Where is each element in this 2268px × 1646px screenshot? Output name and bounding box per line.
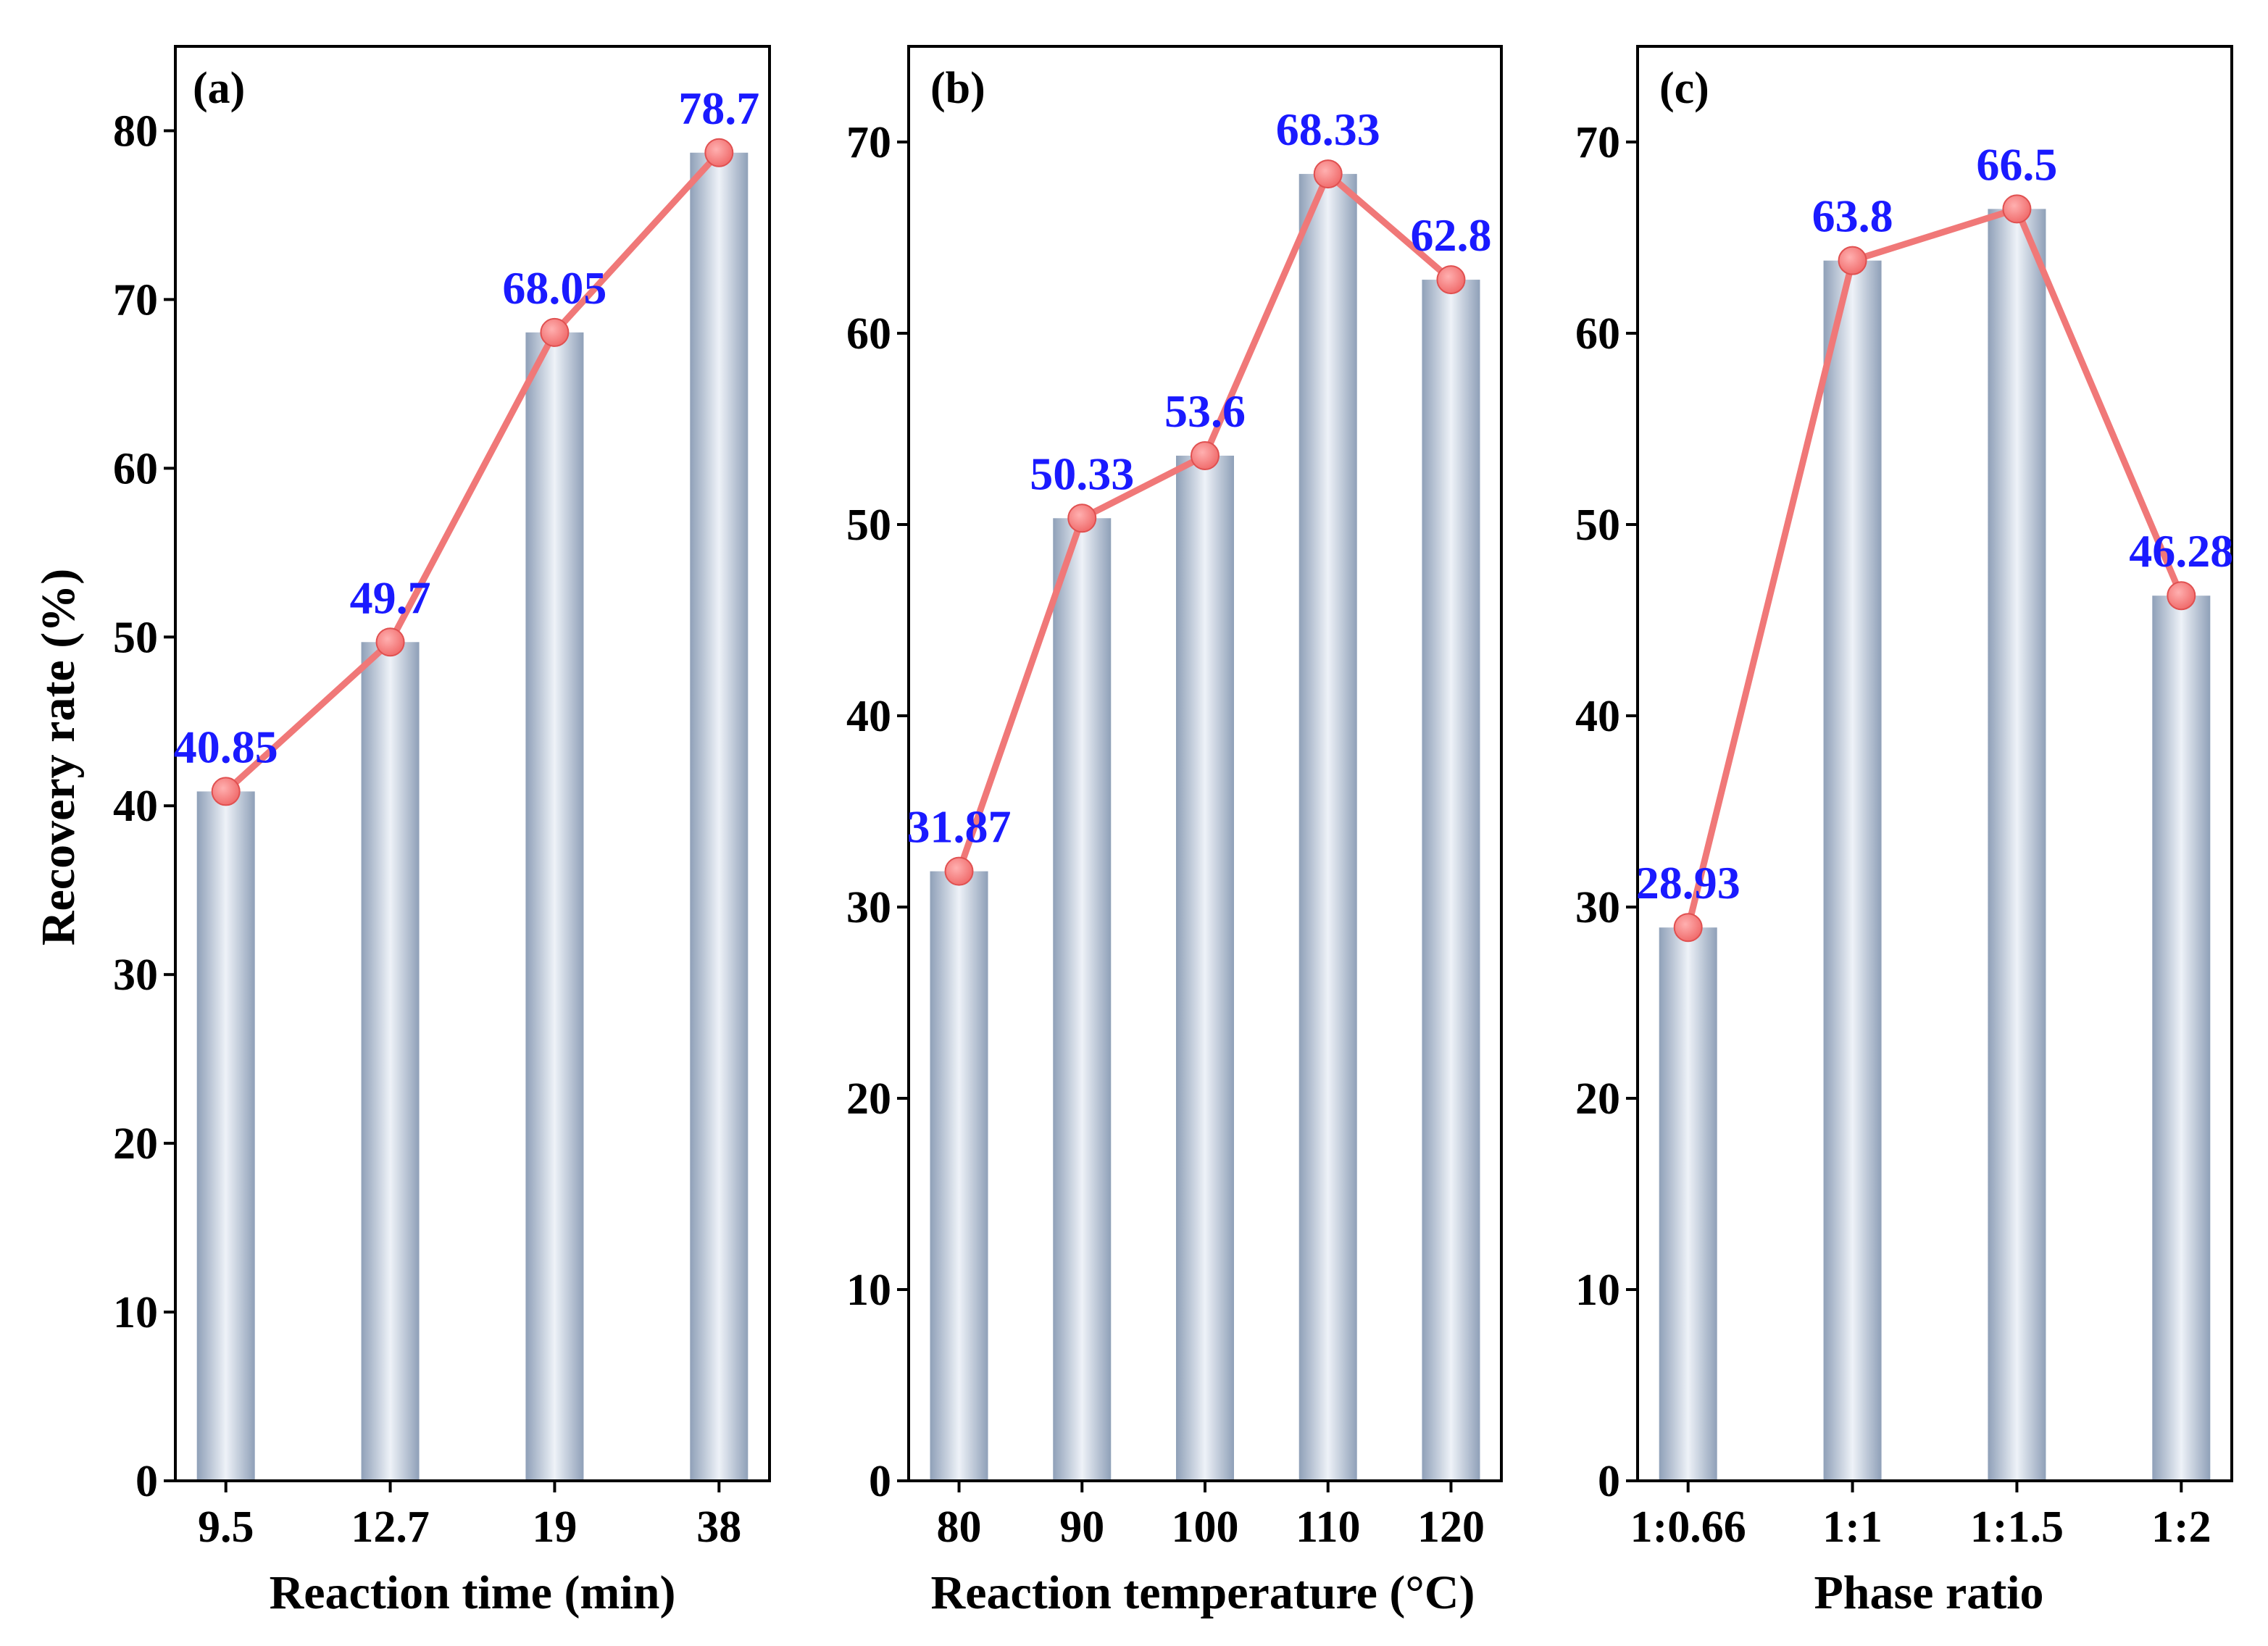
data-label: 46.28	[2129, 525, 2233, 577]
panel-c-label: (c)	[1659, 64, 1709, 113]
bar	[361, 642, 420, 1481]
x-tick-label: 1:0.66	[1630, 1503, 1746, 1552]
y-tick-label: 70	[1575, 118, 1620, 167]
series-line	[222, 149, 722, 795]
bar	[1988, 209, 2046, 1481]
bar	[1176, 455, 1234, 1482]
data-label: 68.33	[1276, 104, 1380, 155]
data-point	[2167, 581, 2196, 611]
data-label: 50.33	[1030, 448, 1134, 499]
data-point	[1436, 265, 1466, 295]
data-point	[1673, 913, 1703, 943]
data-point	[944, 856, 974, 886]
panel-a: (a) Reaction time (min) 0 10 20 30 40 50 60 70 8…	[113, 45, 771, 1619]
x-tick-label: 80	[937, 1503, 982, 1552]
data-point	[211, 777, 241, 806]
y-tick-label: 30	[1575, 883, 1620, 932]
data-label: 78.7	[678, 83, 759, 134]
panel-b-label: (b)	[930, 64, 985, 113]
x-tick-label: 38	[696, 1503, 741, 1552]
y-tick-label: 70	[846, 118, 891, 167]
data-point	[2002, 194, 2032, 224]
x-tick-label: 100	[1172, 1503, 1239, 1552]
y-tick-label: 40	[1575, 692, 1620, 741]
data-point	[704, 138, 734, 167]
y-tick-label: 0	[136, 1457, 158, 1506]
panel-a-label: (a)	[193, 64, 245, 113]
data-point	[1313, 159, 1343, 189]
bar	[690, 152, 749, 1482]
x-tick-label: 1:2	[2151, 1503, 2211, 1552]
bar	[525, 332, 584, 1481]
data-point	[375, 627, 405, 657]
bar	[930, 871, 988, 1481]
data-point	[1191, 440, 1220, 470]
y-axis-title: Recovery rate (%)	[32, 569, 85, 945]
x-tick-label: 12.7	[351, 1503, 430, 1552]
y-tick-label: 20	[113, 1119, 158, 1169]
data-label: 31.87	[907, 801, 1012, 853]
data-point	[540, 317, 570, 347]
panel-c-x-axis-title: Phase ratio	[1814, 1566, 2043, 1619]
data-label: 63.8	[1812, 191, 1893, 242]
x-tick-label: 1:1.5	[1970, 1503, 2064, 1552]
x-tick-label: 1:1	[1822, 1503, 1883, 1552]
x-tick-label: 9.5	[198, 1503, 254, 1552]
y-tick-label: 0	[1598, 1457, 1620, 1506]
y-tick-label: 20	[846, 1074, 891, 1124]
bar	[2152, 596, 2211, 1481]
bar	[1053, 518, 1112, 1481]
bar	[1422, 280, 1480, 1482]
data-label: 53.6	[1164, 385, 1246, 437]
plot-frame	[1636, 45, 2233, 1482]
y-tick-label: 30	[113, 951, 158, 1000]
y-tick-label: 80	[113, 106, 158, 156]
y-tick-label: 60	[846, 309, 891, 359]
data-label: 49.7	[350, 572, 431, 623]
y-tick-label: 10	[846, 1266, 891, 1315]
x-tick-label: 19	[532, 1503, 577, 1552]
y-tick-label: 50	[1575, 501, 1620, 550]
y-tick-label: 20	[1575, 1074, 1620, 1124]
y-tick-label: 50	[113, 613, 158, 662]
data-label: 28.93	[1636, 857, 1740, 908]
bar	[1298, 174, 1357, 1481]
series-line	[1685, 205, 2185, 931]
data-label: 66.5	[1976, 138, 2057, 190]
y-tick-label: 10	[113, 1288, 158, 1337]
y-tick-label: 10	[1575, 1266, 1620, 1315]
y-tick-label: 70	[113, 275, 158, 325]
y-tick-label: 50	[846, 501, 891, 550]
data-label: 62.8	[1410, 209, 1491, 261]
bar	[196, 791, 255, 1481]
y-tick-label: 30	[846, 883, 891, 932]
data-point	[1838, 246, 1867, 275]
x-tick-label: 110	[1296, 1503, 1361, 1552]
x-tick-label: 120	[1417, 1503, 1485, 1552]
panel-b-x-axis-title: Reaction temperature (°C)	[931, 1566, 1475, 1619]
data-label: 40.85	[174, 721, 278, 772]
y-tick-label: 40	[113, 782, 158, 831]
y-tick-label: 60	[1575, 309, 1620, 359]
panel-a-x-axis-title: Reaction time (min)	[270, 1566, 676, 1619]
bar	[1659, 927, 1717, 1481]
bar	[1823, 260, 1882, 1482]
y-tick-label: 0	[869, 1457, 891, 1506]
plot-frame	[174, 45, 771, 1482]
y-tick-label: 60	[113, 444, 158, 493]
x-tick-label: 90	[1059, 1503, 1104, 1552]
panel-b: (b) Reaction temperature (°C) 0 10 20 30 40 5…	[846, 45, 1503, 1619]
panel-c: (c) Phase ratio 0 10 20 30 40 50 60 70 1:0.66 1:1…	[1575, 45, 2233, 1619]
y-tick-label: 40	[846, 692, 891, 741]
data-point	[1067, 504, 1097, 533]
data-label: 68.05	[502, 262, 606, 314]
